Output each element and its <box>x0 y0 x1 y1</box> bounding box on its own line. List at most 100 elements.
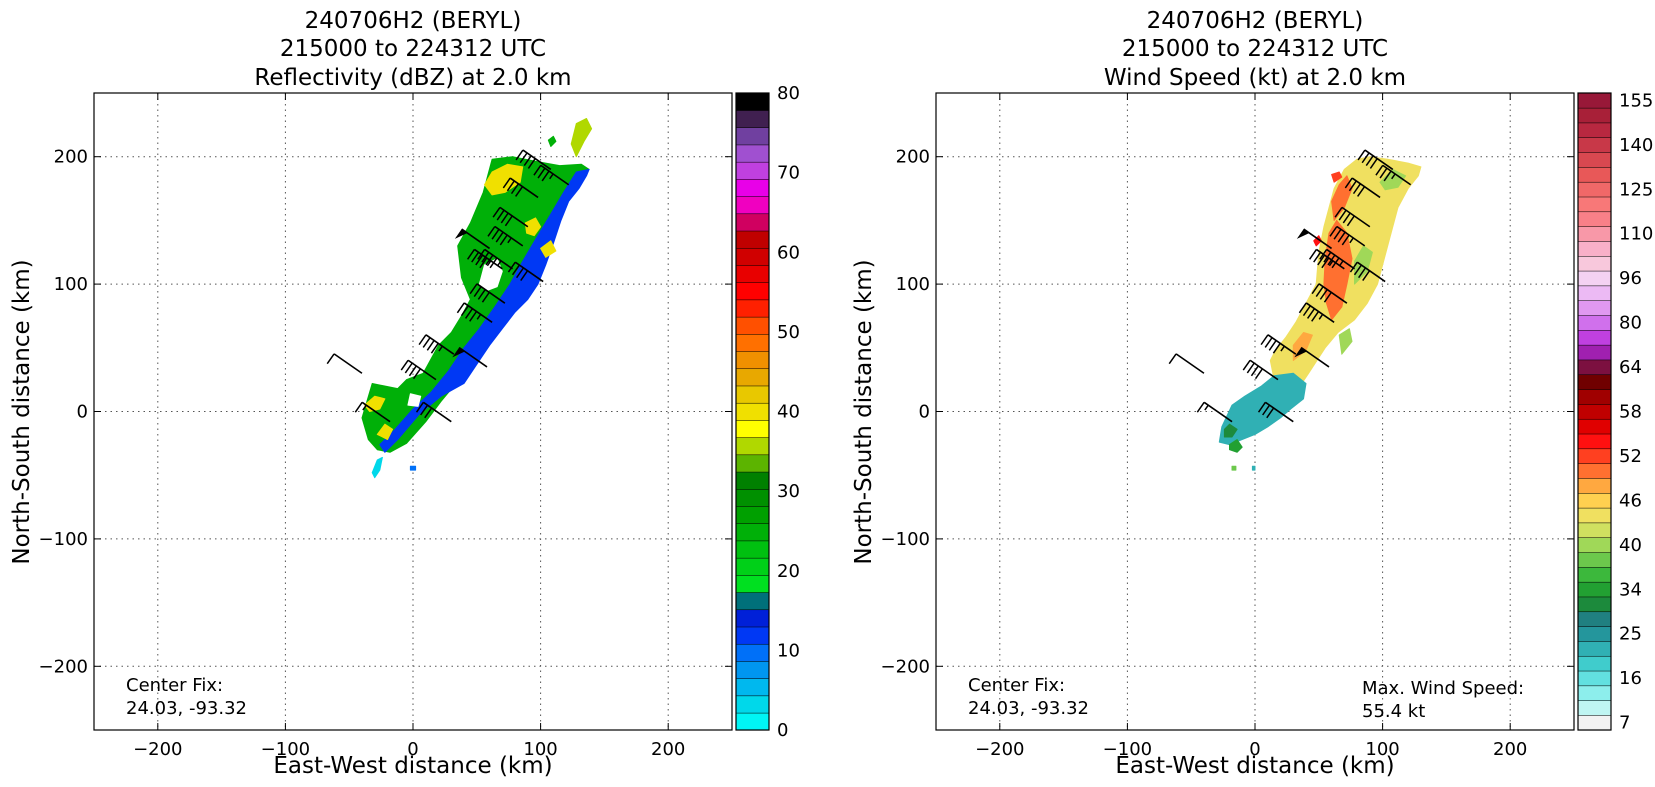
barb-flag <box>422 337 431 348</box>
barb-shaft <box>499 206 529 228</box>
x-tick-label: −200 <box>975 739 1024 760</box>
barb-flag <box>1346 215 1355 227</box>
colorbar-segment <box>735 505 770 524</box>
colorbar-frame <box>1577 92 1612 731</box>
field-region <box>1331 171 1343 183</box>
barb-flag <box>1357 149 1366 161</box>
barb-flag <box>511 264 520 276</box>
barb-flag <box>1246 362 1255 374</box>
barb-shaft <box>1364 149 1394 171</box>
wind-barb <box>1334 206 1371 228</box>
barb-pennant <box>1294 347 1307 358</box>
x-tick-label: 200 <box>1493 739 1527 760</box>
y-tick-label: −200 <box>881 656 930 677</box>
barb-flag <box>1334 206 1343 218</box>
y-tick-label: 100 <box>54 274 88 295</box>
x-tick-label: −200 <box>133 739 182 760</box>
colorbar-tick-label: 96 <box>1619 268 1642 289</box>
barb-flag <box>515 149 524 161</box>
barb-flag <box>1375 164 1384 176</box>
colorbar-segment <box>735 402 770 421</box>
barb-shaft <box>1175 353 1205 374</box>
colorbar-segment <box>735 92 770 111</box>
barb-flag <box>475 254 484 266</box>
barb-shaft <box>333 353 363 374</box>
field-region <box>1323 219 1353 321</box>
colorbar-segment <box>1577 329 1612 346</box>
barb-flag <box>479 257 488 269</box>
barb-flag <box>420 404 429 416</box>
colorbar-segment <box>735 540 770 559</box>
colorbar-segment <box>1577 137 1612 153</box>
colorbar-segment <box>735 385 770 404</box>
barb-flag <box>1358 267 1367 279</box>
colorbar-segment <box>735 437 770 456</box>
colorbar-segment <box>1577 714 1612 731</box>
wind-barbs <box>1168 149 1412 423</box>
colorbar-tick-label: 80 <box>1619 313 1642 334</box>
colorbar-tick-label: 80 <box>777 83 800 104</box>
barb-shaft <box>484 248 513 270</box>
barb-flag <box>1323 291 1332 303</box>
title-line-1: 240706H2 (BERYL) <box>1147 8 1364 34</box>
barb-flag <box>523 155 532 167</box>
barb-flag <box>1379 167 1388 179</box>
colorbar-segment <box>1577 700 1612 716</box>
field-region <box>547 135 557 147</box>
barb-flag <box>500 212 509 224</box>
colorbar-tick-label: 125 <box>1619 179 1653 200</box>
x-axis-label: East-West distance (km) <box>1115 753 1394 779</box>
wind-barb <box>452 346 488 368</box>
barb-flag <box>1315 286 1324 297</box>
barb-flag <box>1272 342 1281 354</box>
colorbar-segment <box>735 264 770 283</box>
colorbar-segment <box>735 333 770 352</box>
barb-flag <box>507 261 516 273</box>
colorbar-segment <box>735 196 770 215</box>
barb-half-flag <box>476 313 482 320</box>
barb-flag <box>519 152 528 164</box>
colorbar-segment <box>1577 211 1612 227</box>
barb-flag <box>502 177 511 189</box>
y-axis-label: North-South distance (km) <box>9 259 35 564</box>
colorbar-segment <box>1577 670 1612 687</box>
field-region <box>1223 423 1238 438</box>
barb-flag <box>469 283 478 295</box>
wind-barb <box>487 225 524 247</box>
field-region <box>1231 465 1237 471</box>
barb-flag <box>506 180 515 192</box>
barb-flag <box>1341 234 1350 246</box>
colorbar-segment <box>1577 107 1612 124</box>
barb-flag <box>424 407 433 419</box>
wind-barb <box>1294 346 1330 368</box>
colorbar-segment <box>1577 255 1612 272</box>
colorbar-segment <box>735 660 770 679</box>
barb-flag <box>1317 254 1326 266</box>
colorbar-segment <box>735 230 770 249</box>
colorbar-segment <box>735 523 770 542</box>
colorbar-segment <box>735 712 770 731</box>
colorbar-segment <box>735 419 770 438</box>
wind-barb <box>1168 353 1205 374</box>
barb-flag <box>1319 289 1328 300</box>
wind-barb <box>1257 401 1294 423</box>
barb-flag <box>537 167 546 179</box>
colorbar-segment <box>1577 522 1612 538</box>
barb-flag <box>466 249 476 260</box>
colorbar-segment <box>1577 226 1612 242</box>
colorbar-segment <box>735 678 770 697</box>
wind-barb <box>456 302 493 323</box>
colorbar-segment <box>1577 566 1612 583</box>
colorbar-segment <box>735 488 770 507</box>
wind-barb <box>1329 225 1366 247</box>
x-tick-label: 100 <box>523 739 557 760</box>
colorbar-segment <box>735 574 770 593</box>
colorbar-segment <box>735 316 770 335</box>
field-region <box>1229 439 1243 453</box>
barb-flag <box>1262 404 1271 416</box>
barb-flag <box>1321 257 1330 269</box>
barb-flag <box>1196 401 1205 413</box>
barb-flag <box>1168 353 1177 365</box>
barb-flag <box>1342 212 1351 224</box>
barb-half-flag <box>362 404 367 411</box>
